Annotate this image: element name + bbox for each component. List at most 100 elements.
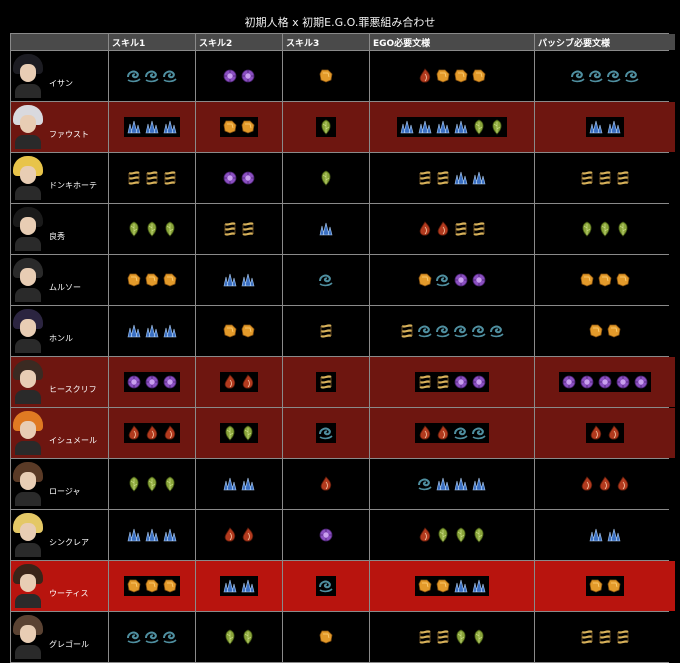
lust-sin-icon — [472, 69, 486, 83]
sin-icon-group — [124, 270, 180, 290]
character-cell: ロージャ — [11, 459, 108, 509]
gluttony-sin-icon — [243, 629, 253, 645]
sin-icon-group — [415, 372, 489, 392]
header-skill2: スキル2 — [196, 34, 282, 50]
pride-sin-icon — [454, 579, 468, 593]
header-ego: EGO必要文様 — [370, 34, 534, 50]
gloom-sin-icon — [571, 70, 585, 83]
envy-sin-icon — [163, 375, 177, 389]
skill3-cell — [283, 357, 369, 407]
passive-cell — [535, 510, 675, 560]
sloth-sin-icon — [320, 375, 332, 389]
gluttony-sin-icon — [438, 527, 448, 543]
lust-sin-icon — [607, 579, 621, 593]
sin-icon-group — [124, 576, 180, 596]
pride-sin-icon — [241, 273, 255, 287]
lust-sin-icon — [145, 273, 159, 287]
sin-icon-group — [316, 474, 336, 494]
character-cell: ホンル — [11, 306, 108, 356]
sin-icon-group — [220, 219, 258, 239]
gluttony-sin-icon — [456, 629, 466, 645]
pride-sin-icon — [145, 324, 159, 338]
wrath-sin-icon — [146, 425, 158, 440]
sloth-sin-icon — [128, 171, 140, 185]
wrath-sin-icon — [164, 425, 176, 440]
passive-cell — [535, 561, 675, 611]
passive-cell — [535, 153, 675, 203]
lust-sin-icon — [607, 324, 621, 338]
character-name: ウーティス — [49, 589, 89, 598]
sloth-sin-icon — [617, 630, 629, 644]
pride-sin-icon — [607, 528, 621, 542]
gloom-sin-icon — [163, 70, 177, 83]
character-name: ヒースクリフ — [49, 385, 97, 394]
gluttony-sin-icon — [129, 221, 139, 237]
character-cell: ムルソー — [11, 255, 108, 305]
wrath-sin-icon — [242, 374, 254, 389]
wrath-sin-icon — [419, 221, 431, 236]
pride-sin-icon — [418, 120, 432, 134]
skill1-cell — [109, 408, 195, 458]
pride-sin-icon — [127, 120, 141, 134]
wrath-sin-icon — [419, 527, 431, 542]
sin-icon-group — [586, 525, 624, 545]
sin-icon-group — [586, 423, 624, 443]
sloth-sin-icon — [581, 630, 593, 644]
sloth-sin-icon — [599, 171, 611, 185]
sin-icon-group — [124, 627, 180, 647]
character-portrait — [13, 207, 43, 251]
skill2-cell — [196, 51, 282, 101]
gloom-sin-icon — [319, 274, 333, 287]
gluttony-sin-icon — [165, 476, 175, 492]
envy-sin-icon — [223, 69, 237, 83]
skill2-cell — [196, 204, 282, 254]
pride-sin-icon — [145, 528, 159, 542]
skill1-cell — [109, 357, 195, 407]
sin-icon-group — [415, 576, 489, 596]
sin-icon-group — [559, 372, 651, 392]
sin-icon-group — [577, 627, 633, 647]
character-name: シンクレア — [49, 538, 89, 547]
character-portrait — [13, 105, 43, 149]
character-portrait — [13, 411, 43, 455]
gluttony-sin-icon — [165, 221, 175, 237]
gluttony-sin-icon — [600, 221, 610, 237]
lust-sin-icon — [589, 579, 603, 593]
skill1-cell — [109, 102, 195, 152]
sin-icon-group — [220, 66, 258, 86]
gloom-sin-icon — [418, 325, 432, 338]
pride-sin-icon — [589, 528, 603, 542]
lust-sin-icon — [241, 324, 255, 338]
sin-icon-group — [577, 270, 633, 290]
sin-icon-group — [415, 525, 489, 545]
wrath-sin-icon — [599, 476, 611, 491]
character-cell: シンクレア — [11, 510, 108, 560]
sloth-sin-icon — [242, 222, 254, 236]
gloom-sin-icon — [418, 478, 432, 491]
gloom-sin-icon — [589, 70, 603, 83]
passive-cell — [535, 306, 675, 356]
sloth-sin-icon — [455, 222, 467, 236]
gluttony-sin-icon — [474, 119, 484, 135]
envy-sin-icon — [598, 375, 612, 389]
sloth-sin-icon — [419, 171, 431, 185]
envy-sin-icon — [616, 375, 630, 389]
sloth-sin-icon — [224, 222, 236, 236]
lust-sin-icon — [436, 579, 450, 593]
sloth-sin-icon — [419, 630, 431, 644]
passive-cell — [535, 204, 675, 254]
character-portrait — [13, 156, 43, 200]
lust-sin-icon — [319, 630, 333, 644]
character-cell: ドンキホーテ — [11, 153, 108, 203]
pride-sin-icon — [436, 120, 450, 134]
skill3-cell — [283, 408, 369, 458]
gluttony-sin-icon — [582, 221, 592, 237]
lust-sin-icon — [454, 69, 468, 83]
sin-icon-group — [220, 525, 258, 545]
envy-sin-icon — [634, 375, 648, 389]
character-name: ドンキホーテ — [49, 181, 97, 190]
sin-icon-group — [220, 321, 258, 341]
gluttony-sin-icon — [243, 425, 253, 441]
lust-sin-icon — [163, 273, 177, 287]
skill1-cell — [109, 510, 195, 560]
